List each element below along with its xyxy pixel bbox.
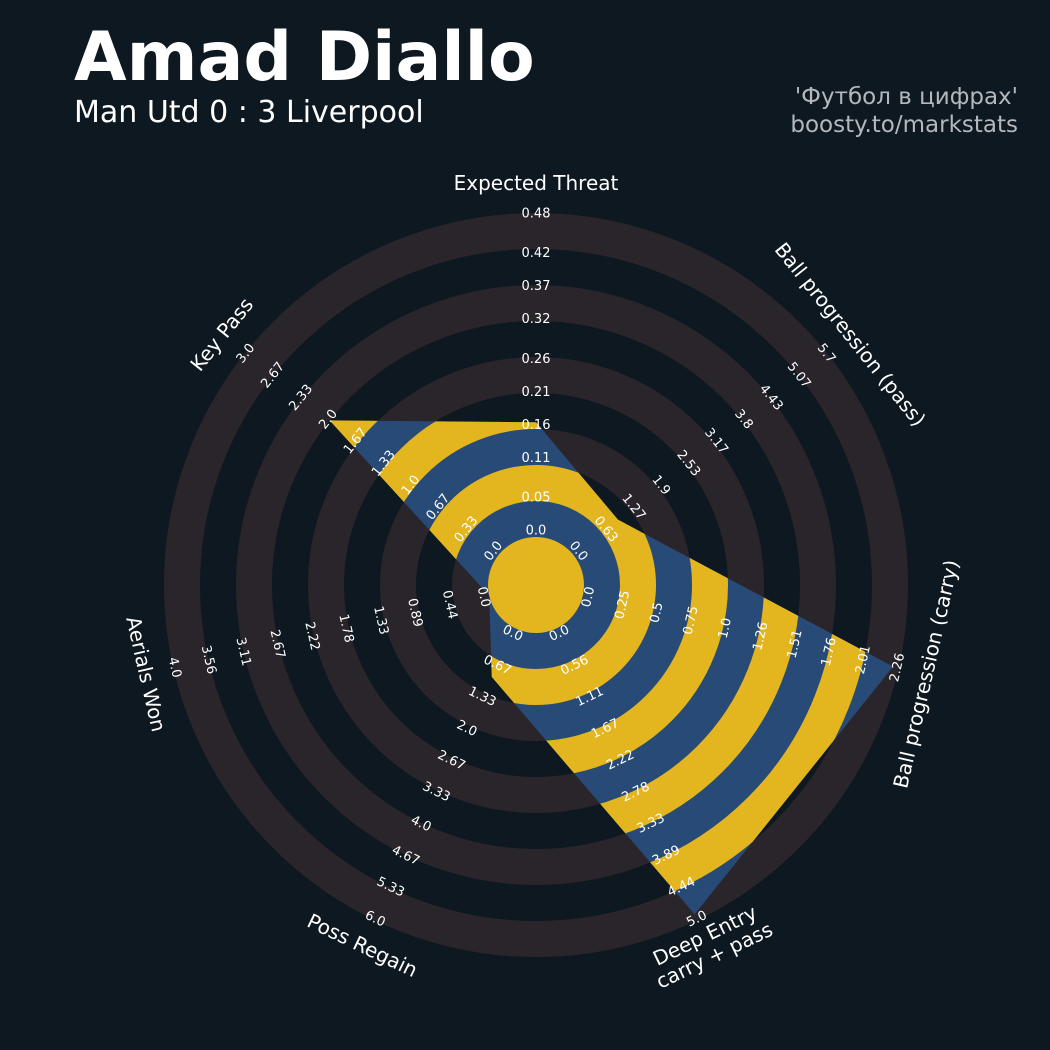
tick-label: 0.16 xyxy=(522,418,551,433)
tick-label: 0.11 xyxy=(522,451,551,466)
chart-subtitle: Man Utd 0 : 3 Liverpool xyxy=(74,95,424,130)
tick-label: 0.05 xyxy=(522,490,551,505)
tick-label: 3.11 xyxy=(233,636,254,668)
ring xyxy=(308,357,764,813)
tick-label: 0.44 xyxy=(439,589,460,621)
chart-title: Amad Diallo xyxy=(74,18,535,97)
tick-label: 1.33 xyxy=(370,605,391,637)
tick-label: 2.22 xyxy=(301,620,322,652)
tick-label: 2.01 xyxy=(853,644,874,676)
ring xyxy=(236,285,836,885)
param-line: Expected Threat xyxy=(454,171,619,195)
tick-label: 0.26 xyxy=(522,352,551,367)
tick-label: 2.67 xyxy=(267,628,288,660)
tick-label: 0.32 xyxy=(522,312,551,327)
tick-label: 2.26 xyxy=(887,652,908,684)
tick-label: 0.89 xyxy=(404,597,425,629)
tick-label: 1.76 xyxy=(819,636,840,668)
tick-label: 3.56 xyxy=(198,644,219,676)
ring xyxy=(164,213,908,957)
tick-label: 0.25 xyxy=(612,589,633,621)
tick-label: 0.0 xyxy=(474,585,493,609)
credit: boosty.to/markstats xyxy=(790,112,1018,138)
tick-label: 0.37 xyxy=(522,279,551,294)
tick-label: 0.21 xyxy=(522,385,551,400)
center-circle xyxy=(488,537,584,633)
tick-label: 0.42 xyxy=(522,246,551,261)
tick-label: 1.26 xyxy=(750,621,771,653)
tick-label: 4.0 xyxy=(165,656,184,680)
tick-label: 1.51 xyxy=(785,628,806,660)
tick-label: 1.0 xyxy=(716,616,735,640)
tick-label: 0.0 xyxy=(579,585,598,609)
tick-label: 1.78 xyxy=(335,613,356,645)
credit: 'Футбол в цифрах' xyxy=(795,84,1018,110)
param-label: Expected Threat xyxy=(454,171,619,195)
tick-label: 0.48 xyxy=(522,207,551,222)
tick-label: 0.0 xyxy=(526,524,547,539)
tick-label: 0.75 xyxy=(681,605,702,637)
tick-label: 0.5 xyxy=(647,601,666,625)
